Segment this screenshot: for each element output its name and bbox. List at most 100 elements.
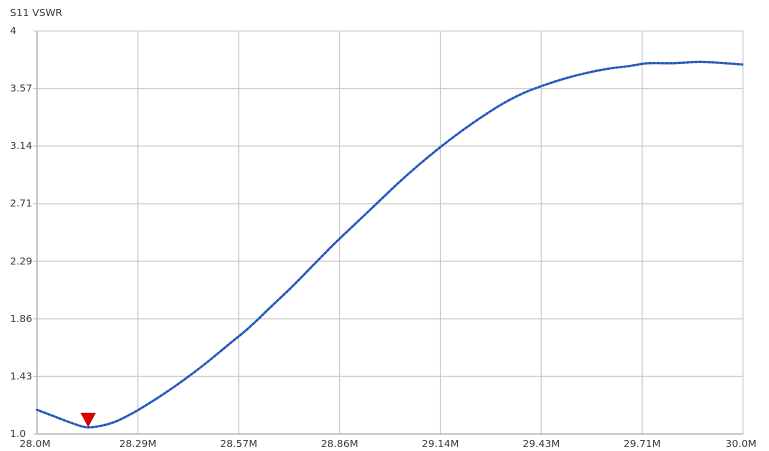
data-point	[603, 68, 606, 71]
data-point	[396, 182, 400, 185]
data-point	[522, 91, 525, 95]
data-point	[482, 114, 485, 117]
data-point	[716, 61, 719, 64]
data-point	[119, 418, 122, 421]
data-point	[203, 362, 207, 366]
data-point	[669, 62, 673, 65]
data-point	[55, 416, 58, 419]
data-point	[99, 424, 103, 427]
data-point	[130, 412, 134, 415]
data-point	[428, 154, 431, 157]
data-point	[223, 346, 226, 350]
data-point	[242, 330, 246, 334]
data-point	[665, 62, 668, 65]
x-tick-label: 29.71M	[624, 439, 661, 450]
x-tick-label: 28.0M	[20, 439, 51, 450]
data-point	[210, 357, 213, 360]
data-point	[200, 365, 203, 368]
data-point	[493, 107, 496, 110]
data-point	[255, 319, 258, 322]
data-point	[193, 370, 197, 373]
data-point	[173, 385, 176, 388]
data-point	[678, 61, 681, 65]
data-point	[496, 105, 499, 108]
data-point	[425, 157, 428, 160]
data-point	[674, 62, 677, 65]
data-point	[315, 260, 318, 264]
data-point	[503, 101, 507, 104]
series	[35, 60, 744, 429]
data-point	[486, 112, 489, 115]
data-point	[695, 60, 698, 64]
data-point	[330, 245, 333, 249]
x-tick-label: 29.43M	[523, 439, 560, 450]
data-point	[381, 196, 384, 199]
data-point	[562, 77, 565, 81]
marker-triangle	[80, 412, 96, 428]
data-point	[163, 392, 166, 395]
data-point	[455, 133, 458, 137]
data-point	[736, 63, 740, 66]
data-point	[653, 61, 656, 65]
data-point	[375, 202, 378, 205]
data-point	[273, 302, 276, 305]
data-point	[309, 266, 312, 270]
data-point	[599, 69, 602, 72]
data-point	[623, 65, 627, 68]
data-point	[479, 116, 482, 120]
data-point	[632, 64, 635, 67]
data-point	[354, 222, 357, 225]
data-point	[180, 380, 183, 383]
data-point	[252, 322, 255, 325]
data-point	[345, 231, 348, 234]
x-tick-labels: 28.0M 28.29M 28.57M 28.86M 29.14M 29.43M 29.71…	[20, 439, 757, 450]
data-point	[451, 136, 454, 139]
marker	[80, 412, 96, 428]
data-point	[431, 151, 435, 155]
data-point	[75, 423, 78, 426]
data-point	[526, 90, 529, 93]
data-point	[378, 199, 381, 202]
data-point	[226, 344, 229, 347]
data-point	[682, 61, 685, 64]
data-point	[644, 62, 647, 65]
data-point	[261, 313, 264, 317]
data-point	[360, 216, 363, 220]
data-point	[711, 61, 715, 64]
data-point	[170, 387, 173, 390]
data-point	[515, 95, 518, 98]
data-point	[690, 61, 694, 64]
data-point	[468, 124, 471, 127]
data-point	[582, 72, 585, 75]
data-point	[445, 141, 448, 144]
data-point	[393, 185, 397, 188]
data-point	[741, 63, 744, 66]
data-point	[500, 103, 503, 106]
data-point	[369, 208, 372, 211]
data-point	[566, 76, 569, 79]
x-tick-label: 29.14M	[422, 439, 459, 450]
data-point	[720, 61, 723, 65]
data-point	[104, 423, 107, 427]
data-point	[270, 305, 273, 308]
data-point	[412, 168, 415, 171]
data-point	[291, 284, 294, 288]
data-point	[546, 82, 549, 86]
y-tick-label: 1.43	[10, 371, 32, 382]
data-point	[422, 159, 425, 163]
data-point	[95, 425, 98, 428]
data-point	[406, 173, 409, 176]
data-point	[229, 341, 233, 344]
data-point	[732, 62, 735, 65]
data-point	[156, 397, 159, 400]
data-point	[619, 65, 622, 69]
data-point	[303, 272, 306, 276]
y-tick-labels: 1.0 1.43 1.86 2.29 2.71 3.14 3.57 4	[10, 26, 32, 440]
data-point	[724, 62, 727, 65]
data-point	[236, 336, 239, 339]
data-point	[306, 269, 309, 273]
data-point	[35, 408, 39, 411]
data-point	[390, 187, 393, 191]
data-point	[264, 310, 267, 314]
data-point	[183, 378, 186, 381]
